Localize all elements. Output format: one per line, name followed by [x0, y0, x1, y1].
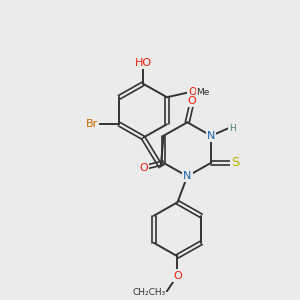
Text: N: N	[207, 131, 215, 141]
Text: CH₂CH₃: CH₂CH₃	[133, 288, 166, 297]
Text: O: O	[188, 87, 197, 98]
Text: O: O	[140, 163, 148, 172]
Text: O: O	[173, 271, 182, 281]
Text: S: S	[231, 156, 240, 169]
Text: Me: Me	[196, 88, 210, 97]
Text: O: O	[188, 96, 197, 106]
Text: N: N	[183, 171, 191, 181]
Text: H: H	[229, 124, 236, 133]
Text: H: H	[136, 162, 143, 171]
Text: HO: HO	[135, 58, 152, 68]
Text: Br: Br	[85, 119, 98, 129]
